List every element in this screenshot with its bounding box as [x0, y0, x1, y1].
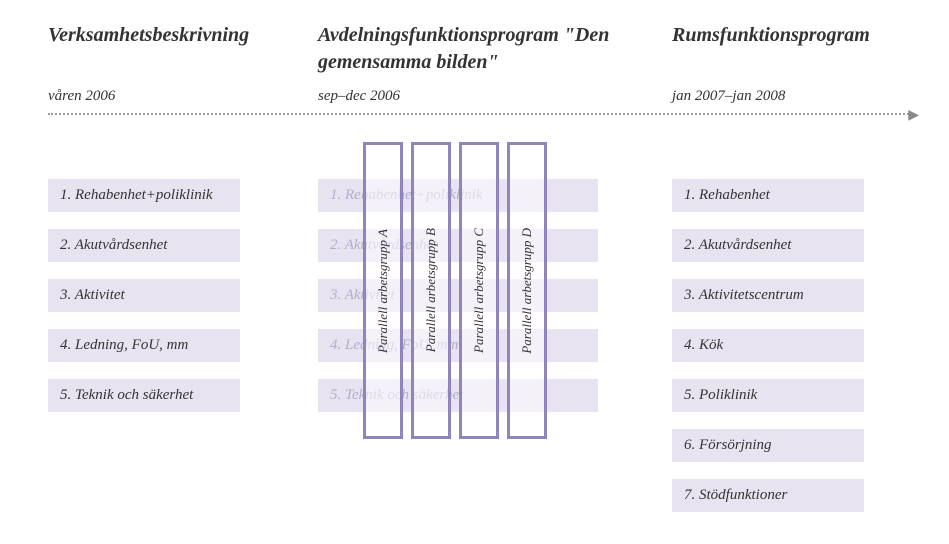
- list-item: 5. Poliklinik: [672, 379, 864, 412]
- item-list: 1. Rehabenhet 2. Akutvårdsenhet 3. Aktiv…: [672, 179, 902, 512]
- vertical-label: Parallell arbetsgrupp A: [375, 229, 391, 353]
- vertical-box-d: Parallell arbetsgrupp D: [507, 142, 547, 439]
- column-date: våren 2006: [48, 88, 288, 105]
- list-item: 7. Stödfunktioner: [672, 479, 864, 512]
- item-list: 1. Rehabenhet+poliklinik 2. Akutvårdsenh…: [48, 179, 288, 412]
- list-item: 4. Ledning, FoU, mm: [48, 329, 240, 362]
- column-rumsfunktion: Rumsfunktionsprogram jan 2007–jan 2008 1…: [672, 22, 902, 512]
- list-item: 2. Akutvårdsenhet: [672, 229, 864, 262]
- timeline-arrow-icon: ▶: [908, 107, 919, 124]
- vertical-box-c: Parallell arbetsgrupp C: [459, 142, 499, 439]
- column-verksamhet: Verksamhetsbeskrivning våren 2006 1. Reh…: [48, 22, 288, 412]
- column-date: jan 2007–jan 2008: [672, 88, 902, 105]
- list-item: 3. Aktivitet: [48, 279, 240, 312]
- column-date: sep–dec 2006: [318, 88, 618, 105]
- vertical-label: Parallell arbetsgrupp C: [471, 228, 487, 353]
- list-item: 1. Rehabenhet+poliklinik: [48, 179, 240, 212]
- list-item: 1. Rehabenhet: [672, 179, 864, 212]
- list-item: 5. Teknik och säkerhet: [48, 379, 240, 412]
- vertical-label: Parallell arbetsgrupp D: [519, 228, 535, 354]
- list-item: 3. Aktivitetscentrum: [672, 279, 864, 312]
- list-item: 4. Kök: [672, 329, 864, 362]
- vertical-label: Parallell arbetsgrupp B: [423, 228, 439, 352]
- column-heading: Rumsfunktionsprogram: [672, 22, 902, 80]
- vertical-box-b: Parallell arbetsgrupp B: [411, 142, 451, 439]
- vertical-box-a: Parallell arbetsgrupp A: [363, 142, 403, 439]
- list-item: 2. Akutvårdsenhet: [48, 229, 240, 262]
- list-item: 6. Försörjning: [672, 429, 864, 462]
- timeline-line: [48, 113, 913, 115]
- column-heading: Verksamhetsbeskrivning: [48, 22, 288, 80]
- vertical-group: Parallell arbetsgrupp A Parallell arbets…: [363, 142, 547, 439]
- column-heading: Avdelningsfunktionsprogram "Den gemensam…: [318, 22, 618, 80]
